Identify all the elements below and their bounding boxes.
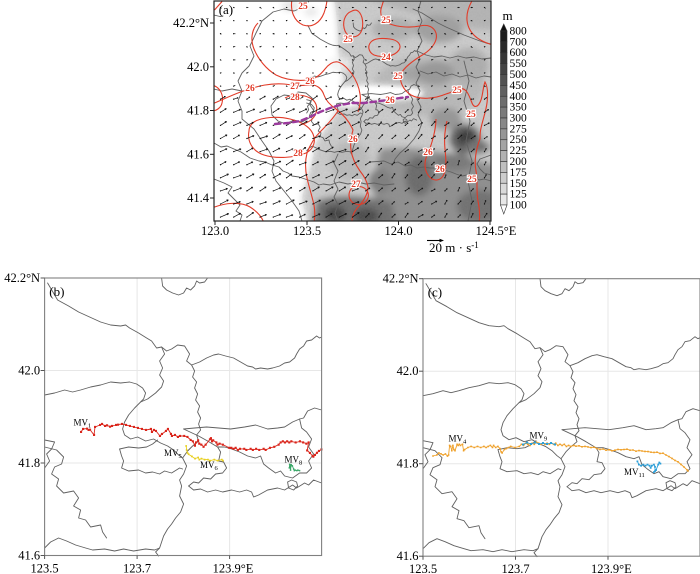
svg-text:123.5: 123.5	[409, 562, 437, 574]
svg-text:123.0: 123.0	[201, 224, 229, 238]
svg-text:25: 25	[466, 110, 476, 120]
svg-text:550: 550	[510, 58, 528, 70]
svg-text:25: 25	[298, 2, 308, 12]
svg-text:42.2°N: 42.2°N	[383, 272, 419, 286]
svg-text:100: 100	[510, 200, 528, 212]
svg-text:800: 800	[510, 26, 528, 38]
svg-text:123.5: 123.5	[31, 561, 59, 574]
svg-text:200: 200	[510, 156, 528, 168]
svg-text:123.7: 123.7	[501, 562, 529, 574]
svg-text:225: 225	[510, 145, 528, 157]
svg-text:500: 500	[510, 69, 528, 81]
svg-text:42.2°N: 42.2°N	[4, 271, 40, 285]
svg-text:41.6: 41.6	[187, 147, 209, 161]
svg-text:MV4: MV4	[449, 434, 468, 446]
svg-text:42.2°N: 42.2°N	[173, 16, 209, 30]
svg-text:28: 28	[290, 93, 300, 103]
svg-text:26: 26	[423, 148, 433, 158]
svg-text:(b): (b)	[49, 284, 64, 299]
svg-text:41.6: 41.6	[18, 549, 40, 563]
svg-text:42.0: 42.0	[187, 60, 209, 74]
svg-text:(a): (a)	[219, 2, 233, 17]
svg-text:123.9°E: 123.9°E	[591, 562, 632, 574]
svg-text:250: 250	[510, 134, 528, 146]
svg-text:600: 600	[510, 47, 528, 59]
svg-text:125: 125	[510, 189, 528, 201]
svg-text:(c): (c)	[428, 285, 442, 300]
svg-text:MV9: MV9	[530, 431, 548, 443]
svg-text:24: 24	[381, 53, 391, 63]
svg-text:123.7: 123.7	[123, 561, 151, 574]
svg-text:41.8: 41.8	[18, 456, 40, 470]
svg-text:275: 275	[510, 123, 528, 135]
svg-text:124.5°E: 124.5°E	[476, 224, 517, 238]
svg-text:25: 25	[343, 35, 353, 45]
svg-text:MV5: MV5	[164, 448, 182, 460]
svg-text:MV6: MV6	[200, 460, 219, 472]
svg-text:41.8: 41.8	[187, 104, 209, 118]
svg-text:25: 25	[381, 16, 391, 26]
svg-text:42.0: 42.0	[18, 364, 40, 378]
svg-text:123.9°E: 123.9°E	[213, 561, 254, 574]
svg-text:700: 700	[510, 36, 528, 48]
svg-text:41.6: 41.6	[397, 549, 419, 563]
svg-text:26: 26	[435, 165, 445, 175]
svg-text:124.0: 124.0	[384, 224, 412, 238]
svg-text:350: 350	[510, 102, 528, 114]
svg-text:20 m · s-1: 20 m · s-1	[429, 240, 479, 255]
svg-text:26: 26	[245, 84, 255, 94]
svg-text:41.4: 41.4	[187, 191, 210, 205]
svg-text:m: m	[503, 8, 513, 23]
svg-text:27: 27	[351, 180, 361, 190]
svg-text:27: 27	[290, 82, 300, 92]
svg-text:175: 175	[510, 167, 528, 179]
svg-text:150: 150	[510, 178, 528, 190]
svg-text:28: 28	[293, 149, 303, 159]
svg-text:450: 450	[510, 80, 528, 92]
svg-text:26: 26	[305, 77, 315, 87]
svg-text:41.8: 41.8	[397, 457, 419, 471]
svg-text:25: 25	[393, 72, 403, 82]
svg-text:26: 26	[385, 96, 395, 106]
svg-text:26: 26	[348, 135, 358, 145]
svg-text:123.5: 123.5	[293, 224, 321, 238]
svg-text:300: 300	[510, 113, 528, 125]
svg-text:MV8: MV8	[285, 455, 303, 467]
svg-text:MV1: MV1	[74, 418, 92, 430]
svg-text:25: 25	[452, 86, 462, 96]
svg-text:400: 400	[510, 91, 528, 103]
svg-text:42.0: 42.0	[397, 364, 419, 378]
svg-text:25: 25	[467, 175, 477, 185]
